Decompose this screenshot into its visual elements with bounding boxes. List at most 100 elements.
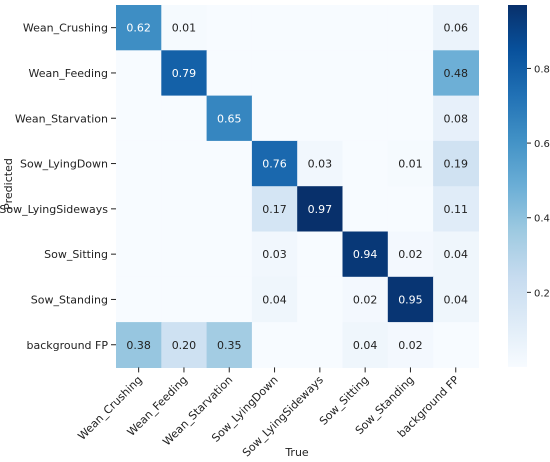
heatmap-cell: [206, 95, 253, 142]
heatmap-cell: [297, 322, 344, 368]
heatmap-cell: [116, 276, 162, 323]
heatmap-cell: [297, 231, 344, 278]
y-tick-label: background FP: [26, 339, 108, 352]
heatmap-cell: [342, 231, 389, 278]
heatmap-cell: [433, 186, 479, 233]
cell-value-label: 0.19: [444, 158, 469, 171]
cell-value-label: 0.11: [444, 203, 469, 216]
heatmap-cell: [116, 322, 162, 368]
heatmap-cell: [297, 50, 344, 97]
heatmap-cell: [116, 186, 162, 233]
heatmap-cell: [342, 50, 389, 97]
heatmap-cell: [342, 276, 389, 323]
cell-value-label: 0.01: [172, 22, 197, 35]
heatmap-cell: [433, 276, 479, 323]
x-axis-label: True: [284, 446, 309, 459]
cell-value-label: 0.03: [262, 248, 287, 261]
heatmap-cell: [116, 231, 162, 278]
heatmap-cell: [251, 276, 298, 323]
heatmap-cell: [433, 50, 479, 97]
heatmap-cell: [251, 50, 298, 97]
cell-value-label: 0.04: [353, 339, 378, 352]
heatmap-cell: [161, 186, 208, 233]
heatmap-cell: [161, 231, 208, 278]
cell-value-label: 0.02: [398, 248, 423, 261]
cell-value-label: 0.38: [126, 339, 151, 352]
heatmap-cell: [433, 322, 479, 368]
heatmap-cell: [297, 186, 344, 233]
heatmap-cell: [297, 5, 344, 51]
cell-value-label: 0.95: [398, 293, 423, 306]
heatmap-cell: [161, 140, 208, 187]
heatmap-cell: [161, 95, 208, 142]
colorbar-tick-label: 0.8: [534, 64, 550, 75]
y-tick-label: Sow_Standing: [31, 293, 108, 306]
heatmap-cell: [342, 140, 389, 187]
heatmap-cell: [297, 140, 344, 187]
cell-value-label: 0.03: [308, 158, 333, 171]
heatmap-cell: [251, 322, 298, 368]
heatmap-cell: [342, 5, 389, 51]
x-tick-labels: Wean_CrushingWean_FeedingWean_Starvation…: [75, 367, 462, 459]
heatmap-cell: [387, 5, 434, 51]
heatmap-cell: [387, 231, 434, 278]
cell-value-label: 0.06: [444, 22, 469, 35]
cell-value-label: 0.97: [308, 203, 333, 216]
heatmap-cell: [161, 50, 208, 97]
heatmap-cell: [433, 95, 479, 142]
heatmap-cells: [116, 5, 479, 368]
heatmap-cell: [251, 140, 298, 187]
heatmap-cell: [206, 50, 253, 97]
heatmap-cell: [116, 50, 162, 97]
heatmap-cell: [342, 95, 389, 142]
y-tick-label: Wean_Starvation: [15, 112, 108, 125]
y-tick-label: Wean_Crushing: [23, 22, 108, 35]
heatmap-cell: [387, 50, 434, 97]
cell-value-label: 0.04: [444, 248, 469, 261]
heatmap-cell: [433, 5, 479, 51]
heatmap-cell: [206, 5, 253, 51]
y-tick-label: Sow_Sitting: [44, 248, 108, 261]
heatmap-cell: [251, 231, 298, 278]
x-tick-label: Sow_LyingSideways: [240, 373, 326, 459]
cell-value-label: 0.48: [444, 67, 469, 80]
cell-value-label: 0.01: [398, 158, 423, 171]
heatmap-cell: [206, 186, 253, 233]
heatmap-cell: [297, 276, 344, 323]
cell-value-label: 0.94: [353, 248, 378, 261]
heatmap-cell: [387, 186, 434, 233]
cell-value-label: 0.08: [444, 112, 469, 125]
heatmap-cell: [161, 5, 208, 51]
heatmap-cell: [116, 140, 162, 187]
y-tick-label: Sow_LyingSideways: [0, 203, 108, 216]
heatmap-cell: [433, 231, 479, 278]
colorbar-ticks: 0.2 0.4 0.6 0.8: [527, 64, 550, 299]
heatmap-cell: [206, 231, 253, 278]
y-tick-labels: Wean_Crushing Wean_Feeding Wean_Starvation…: [0, 22, 116, 352]
heatmap-cell: [116, 95, 162, 142]
heatmap-cell: [251, 5, 298, 51]
colorbar-tick-label: 0.6: [534, 139, 550, 150]
heatmap-cell: [387, 276, 434, 323]
cell-value-label: 0.65: [217, 112, 242, 125]
y-tick-label: Sow_LyingDown: [20, 158, 108, 171]
heatmap-cell: [206, 276, 253, 323]
cell-value-label: 0.20: [172, 339, 197, 352]
colorbar: [508, 5, 527, 367]
heatmap-cell: [433, 140, 479, 187]
cell-value-label: 0.62: [126, 22, 151, 35]
heatmap-cell: [251, 95, 298, 142]
cell-value-labels: 0.62 0.01 0.06 0.79 0.48 0.65 0.08 0.76 0.03 0.01…: [126, 22, 468, 352]
y-tick-label: Wean_Feeding: [29, 67, 108, 80]
y-axis-label: Predicted: [2, 158, 15, 210]
cell-value-label: 0.02: [398, 339, 423, 352]
heatmap-cell: [387, 95, 434, 142]
colorbar-tick-label: 0.2: [534, 288, 550, 299]
heatmap-cell: [206, 322, 253, 368]
cell-value-label: 0.02: [353, 293, 378, 306]
cell-value-label: 0.17: [262, 203, 287, 216]
colorbar-tick-label: 0.4: [534, 214, 550, 225]
cell-value-label: 0.76: [262, 158, 287, 171]
cell-value-label: 0.04: [444, 293, 469, 306]
